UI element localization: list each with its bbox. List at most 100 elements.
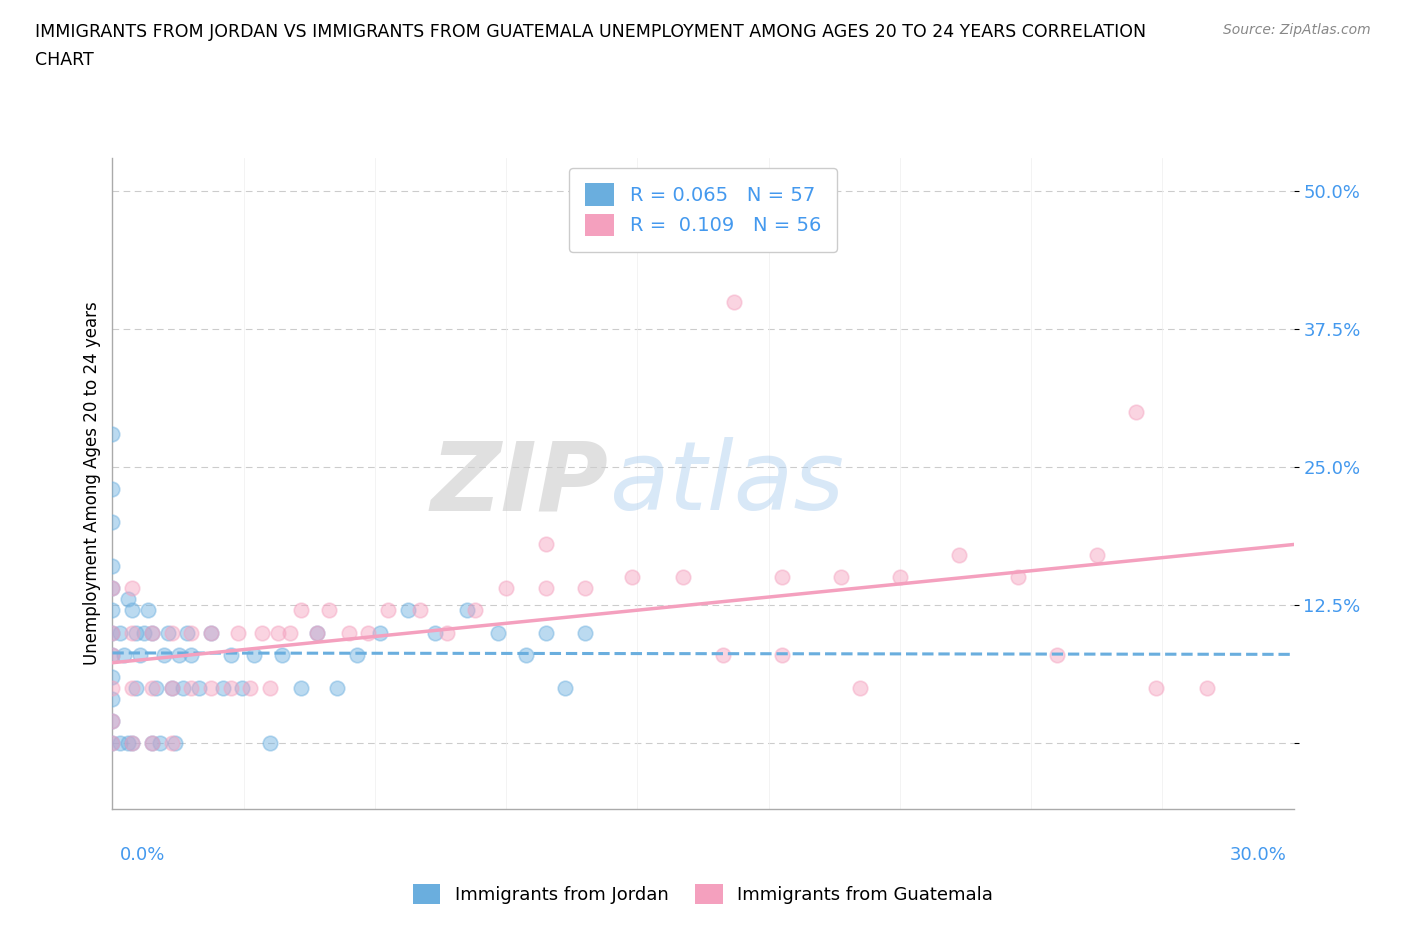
Point xyxy=(121,603,143,618)
Point xyxy=(396,603,419,618)
Point xyxy=(231,680,253,695)
Point xyxy=(486,625,509,640)
Point xyxy=(723,294,745,309)
Point xyxy=(436,625,458,640)
Point xyxy=(101,736,124,751)
Point xyxy=(101,713,124,728)
Point xyxy=(180,680,202,695)
Point xyxy=(554,680,576,695)
Point xyxy=(307,625,329,640)
Point xyxy=(948,548,970,563)
Point xyxy=(849,680,872,695)
Point xyxy=(1144,680,1167,695)
Point xyxy=(156,625,179,640)
Legend: Immigrants from Jordan, Immigrants from Guatemala: Immigrants from Jordan, Immigrants from … xyxy=(406,876,1000,911)
Point xyxy=(101,625,124,640)
Text: 30.0%: 30.0% xyxy=(1230,846,1286,864)
Point xyxy=(200,625,222,640)
Text: Source: ZipAtlas.com: Source: ZipAtlas.com xyxy=(1223,23,1371,37)
Point xyxy=(425,625,447,640)
Point xyxy=(200,680,222,695)
Point xyxy=(101,680,124,695)
Point xyxy=(160,680,183,695)
Point xyxy=(267,625,290,640)
Text: CHART: CHART xyxy=(35,51,94,69)
Text: 0.0%: 0.0% xyxy=(120,846,165,864)
Point xyxy=(368,625,391,640)
Point xyxy=(250,625,273,640)
Point xyxy=(101,581,124,596)
Point xyxy=(121,581,143,596)
Point xyxy=(101,713,124,728)
Point xyxy=(278,625,301,640)
Point xyxy=(117,736,139,751)
Point xyxy=(149,736,172,751)
Point xyxy=(101,647,124,662)
Point xyxy=(574,625,596,640)
Point xyxy=(1125,405,1147,419)
Point xyxy=(770,647,793,662)
Point xyxy=(307,625,329,640)
Point xyxy=(101,559,124,574)
Point xyxy=(621,570,644,585)
Point xyxy=(112,647,135,662)
Point xyxy=(169,647,191,662)
Point xyxy=(117,592,139,607)
Point xyxy=(172,680,194,695)
Point xyxy=(770,570,793,585)
Point xyxy=(495,581,517,596)
Point xyxy=(290,680,312,695)
Text: IMMIGRANTS FROM JORDAN VS IMMIGRANTS FROM GUATEMALA UNEMPLOYMENT AMONG AGES 20 T: IMMIGRANTS FROM JORDAN VS IMMIGRANTS FRO… xyxy=(35,23,1146,41)
Point xyxy=(101,647,124,662)
Point xyxy=(188,680,211,695)
Point xyxy=(101,581,124,596)
Point xyxy=(259,680,281,695)
Point xyxy=(160,736,183,751)
Point xyxy=(239,680,262,695)
Text: atlas: atlas xyxy=(609,437,844,530)
Point xyxy=(318,603,340,618)
Point xyxy=(211,680,233,695)
Point xyxy=(219,680,242,695)
Point xyxy=(121,736,143,751)
Point xyxy=(110,736,132,751)
Point xyxy=(101,625,124,640)
Point xyxy=(180,625,202,640)
Point xyxy=(346,647,368,662)
Point xyxy=(228,625,250,640)
Point xyxy=(121,680,143,695)
Point xyxy=(219,647,242,662)
Point xyxy=(101,691,124,706)
Point xyxy=(160,680,183,695)
Point xyxy=(129,647,152,662)
Point xyxy=(534,581,557,596)
Point xyxy=(125,680,148,695)
Point xyxy=(141,736,163,751)
Point xyxy=(326,680,349,695)
Point xyxy=(377,603,399,618)
Point xyxy=(259,736,281,751)
Point xyxy=(152,647,174,662)
Y-axis label: Unemployment Among Ages 20 to 24 years: Unemployment Among Ages 20 to 24 years xyxy=(83,301,101,666)
Point xyxy=(101,603,124,618)
Point xyxy=(889,570,911,585)
Legend: R = 0.065   N = 57, R =  0.109   N = 56: R = 0.065 N = 57, R = 0.109 N = 56 xyxy=(569,167,837,252)
Point xyxy=(101,670,124,684)
Point xyxy=(121,625,143,640)
Point xyxy=(101,515,124,530)
Point xyxy=(290,603,312,618)
Point xyxy=(672,570,695,585)
Point xyxy=(141,680,163,695)
Point xyxy=(408,603,430,618)
Point xyxy=(1085,548,1108,563)
Point xyxy=(534,537,557,551)
Point xyxy=(357,625,380,640)
Point xyxy=(101,736,124,751)
Point xyxy=(136,603,159,618)
Point xyxy=(176,625,198,640)
Point xyxy=(180,647,202,662)
Point xyxy=(101,482,124,497)
Point xyxy=(125,625,148,640)
Point xyxy=(534,625,557,640)
Point xyxy=(165,736,187,751)
